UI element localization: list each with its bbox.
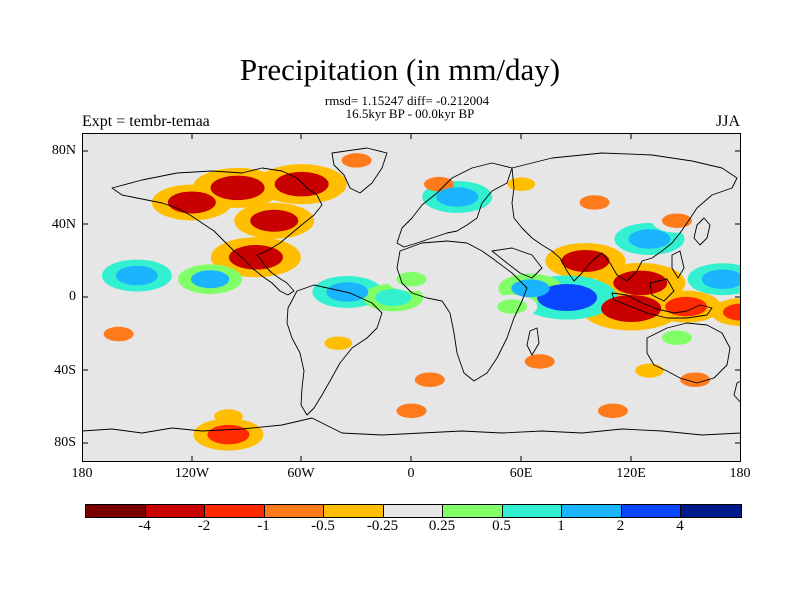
- lon-label-180w: 180: [71, 466, 93, 481]
- coast-greenland: [331, 147, 388, 194]
- experiment-label: Expt = tembr-temaa: [82, 113, 210, 130]
- anomaly-core: [597, 403, 628, 419]
- anomaly-core: [665, 296, 708, 317]
- anomaly-core: [214, 409, 243, 424]
- anomaly-core: [723, 303, 741, 321]
- coast-indonesia: [611, 292, 713, 319]
- lon-label-60w: 60W: [287, 466, 315, 481]
- lat-label-0: 0: [69, 289, 76, 304]
- anomaly-core: [561, 249, 610, 272]
- lat-label-40n: 40N: [51, 217, 76, 232]
- coast-antarctica: [82, 417, 741, 436]
- anomaly-core: [210, 175, 265, 201]
- lon-label-180e: 180: [729, 466, 751, 481]
- season-label: JJA: [715, 113, 740, 130]
- colorbar-label: 4: [676, 518, 684, 534]
- coast-australia: [646, 322, 731, 384]
- colorbar: [85, 504, 742, 518]
- anomaly-core: [511, 279, 550, 298]
- colorbar-label: 0.25: [428, 518, 456, 534]
- anomaly-core: [396, 403, 427, 419]
- stats-line: rmsd= 1.15247 diff= -0.212004: [324, 93, 490, 108]
- colorbar-label: -0.25: [366, 518, 399, 534]
- coast-south-america: [286, 284, 383, 416]
- anomaly-core: [601, 294, 662, 322]
- coast-philippines: [671, 250, 685, 279]
- colorbar-swatch: [264, 505, 324, 517]
- anomaly-core: [250, 209, 299, 232]
- anomaly-core: [228, 245, 283, 270]
- coast-north-america: [111, 167, 323, 296]
- anomaly-core: [507, 177, 536, 191]
- lat-label-80n: 80N: [51, 143, 76, 158]
- colorbar-label: -4: [138, 518, 151, 534]
- anomaly-core: [628, 229, 671, 249]
- lon-label-120e: 120E: [616, 466, 646, 481]
- colorbar-swatch: [145, 505, 205, 517]
- colorbar-swatch: [443, 505, 503, 517]
- colorbar-label: 1: [557, 518, 565, 534]
- coast-asia: [511, 152, 738, 282]
- period-line: 16.5kyr BP - 00.0kyr BP: [345, 106, 475, 121]
- anomaly-core: [341, 153, 372, 168]
- anomaly-core: [324, 336, 353, 350]
- lon-label-120w: 120W: [174, 466, 210, 481]
- colorbar-swatch: [621, 505, 681, 517]
- anomaly-core: [537, 284, 598, 311]
- coast-africa: [396, 240, 528, 382]
- anomaly-core: [661, 330, 692, 345]
- anomaly-core: [103, 326, 134, 342]
- anomaly-core: [661, 213, 692, 228]
- colorbar-swatch: [324, 505, 384, 517]
- anomaly-core: [635, 363, 664, 378]
- anomaly-core: [423, 176, 454, 192]
- anomaly-core: [375, 289, 412, 306]
- anomaly-core: [207, 424, 250, 445]
- coast-new-zealand: [733, 380, 741, 404]
- coast-arabia: [491, 247, 543, 279]
- anomaly-core: [414, 372, 445, 387]
- anomaly-core: [524, 354, 555, 369]
- coast-europe: [396, 162, 513, 248]
- colorbar-swatch: [86, 505, 146, 517]
- colorbar-label: -2: [197, 518, 211, 534]
- colorbar-label: -0.5: [311, 518, 335, 534]
- coastlines: [82, 147, 741, 436]
- colorbar-swatch: [562, 505, 622, 517]
- colorbar-swatch: [383, 505, 443, 517]
- lon-label-0: 0: [407, 466, 415, 481]
- colorbar-swatch: [681, 505, 741, 517]
- colorbar-swatch: [205, 505, 265, 517]
- coast-madagascar: [526, 327, 540, 356]
- colorbar-label: 2: [616, 518, 625, 534]
- coast-borneo: [649, 278, 675, 302]
- coast-japan: [693, 217, 711, 246]
- anomaly-core: [701, 269, 741, 289]
- colorbar-label: -1: [257, 518, 270, 534]
- precipitation-map: [82, 133, 741, 462]
- anomaly-core: [579, 195, 610, 210]
- lat-label-80s: 80S: [54, 435, 76, 450]
- anomaly-core: [396, 271, 427, 287]
- lon-ticks: [191, 133, 632, 462]
- anomaly-core: [167, 191, 216, 214]
- colorbar-label: 0.5: [492, 518, 511, 534]
- figure-title: Precipitation (in mm/day): [239, 52, 561, 87]
- anomaly-core: [115, 265, 158, 286]
- lat-label-40s: 40S: [54, 363, 76, 378]
- anomaly-core: [680, 372, 711, 387]
- anomaly-core: [497, 299, 528, 314]
- anomaly-field-layer: [93, 148, 741, 451]
- anomaly-core: [190, 270, 230, 289]
- anomaly-core: [274, 171, 329, 197]
- anomaly-core: [613, 270, 668, 296]
- colorbar-swatch: [502, 505, 562, 517]
- lat-ticks: [82, 150, 741, 444]
- lon-label-60e: 60E: [509, 466, 533, 481]
- anomaly-core: [436, 187, 479, 207]
